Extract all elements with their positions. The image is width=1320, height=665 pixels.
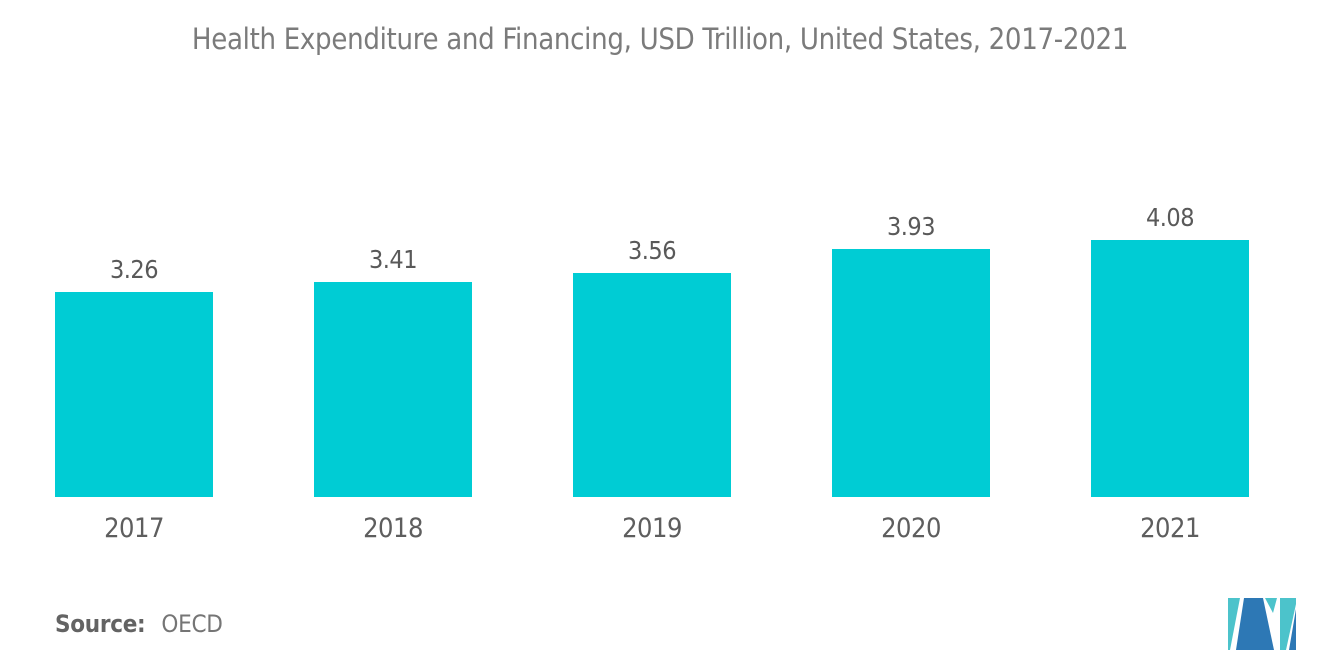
bar-group: 3.41 2018 — [314, 245, 472, 544]
logo-right-blue-triangle — [1289, 609, 1296, 650]
logo-main-blue-band — [1236, 598, 1274, 650]
bar-group: 4.08 2021 — [1091, 203, 1249, 544]
bar-value-label: 3.93 — [886, 212, 936, 241]
bar-chart: 3.26 2017 3.41 2018 3.56 2019 3.93 2020 4.08 2021 — [55, 203, 1249, 544]
bar-value-label: 3.26 — [109, 255, 159, 284]
bar-value-label: 3.56 — [627, 236, 677, 265]
x-axis-label: 2020 — [881, 513, 941, 544]
bar — [573, 273, 731, 497]
logo-middle-teal-notch — [1265, 598, 1277, 613]
x-axis-label: 2021 — [1140, 513, 1200, 544]
logo-right-teal-bar — [1280, 598, 1296, 650]
bar — [55, 292, 213, 497]
x-axis-label: 2018 — [363, 513, 423, 544]
bar — [832, 249, 990, 497]
logo-left-teal-wedge — [1228, 598, 1240, 650]
source-row: Source: OECD — [55, 610, 223, 638]
source-value: OECD — [161, 610, 223, 638]
bar — [1091, 240, 1249, 497]
x-axis-label: 2019 — [622, 513, 682, 544]
source-label: Source: — [55, 610, 146, 638]
bar — [314, 282, 472, 497]
x-axis-label: 2017 — [104, 513, 164, 544]
bar-value-label: 3.41 — [368, 245, 418, 274]
bar-group: 3.56 2019 — [573, 236, 731, 544]
bar-group: 3.93 2020 — [832, 212, 990, 544]
chart-title: Health Expenditure and Financing, USD Tr… — [191, 22, 1129, 56]
bar-group: 3.26 2017 — [55, 255, 213, 544]
bar-value-label: 4.08 — [1145, 203, 1195, 232]
mordor-intelligence-logo — [1228, 598, 1296, 650]
